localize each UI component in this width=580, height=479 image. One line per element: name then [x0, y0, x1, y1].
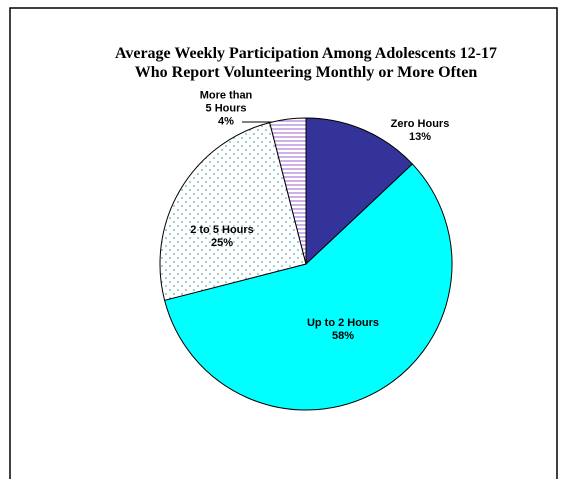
pie-slice: [159, 121, 307, 301]
value-label: 25%: [210, 237, 234, 249]
frame: [9, 7, 558, 479]
slice-label: 2 to 5 Hours 25%: [190, 224, 254, 250]
pie-slice: [269, 117, 307, 265]
value-label: 58%: [331, 330, 355, 342]
pie-slice: [305, 117, 414, 266]
category-label: 2 to 5 Hours: [190, 224, 254, 236]
category-label: Up to 2 Hours: [306, 317, 380, 329]
pie-slice: [163, 163, 453, 411]
slice-label: Zero Hours 13%: [391, 118, 450, 144]
chart-title: Average Weekly Participation Among Adole…: [115, 45, 497, 62]
category-label: More than 5 Hours: [199, 89, 253, 115]
slice-label: More than 5 Hours 4%: [197, 90, 255, 129]
slice-label: Up to 2 Hours 58%: [307, 317, 379, 343]
value-label: 4%: [218, 115, 234, 128]
category-label: Zero Hours: [390, 118, 450, 130]
value-label: 13%: [408, 131, 432, 143]
chart-subtitle: Who Report Volunteering Monthly or More …: [135, 64, 478, 81]
